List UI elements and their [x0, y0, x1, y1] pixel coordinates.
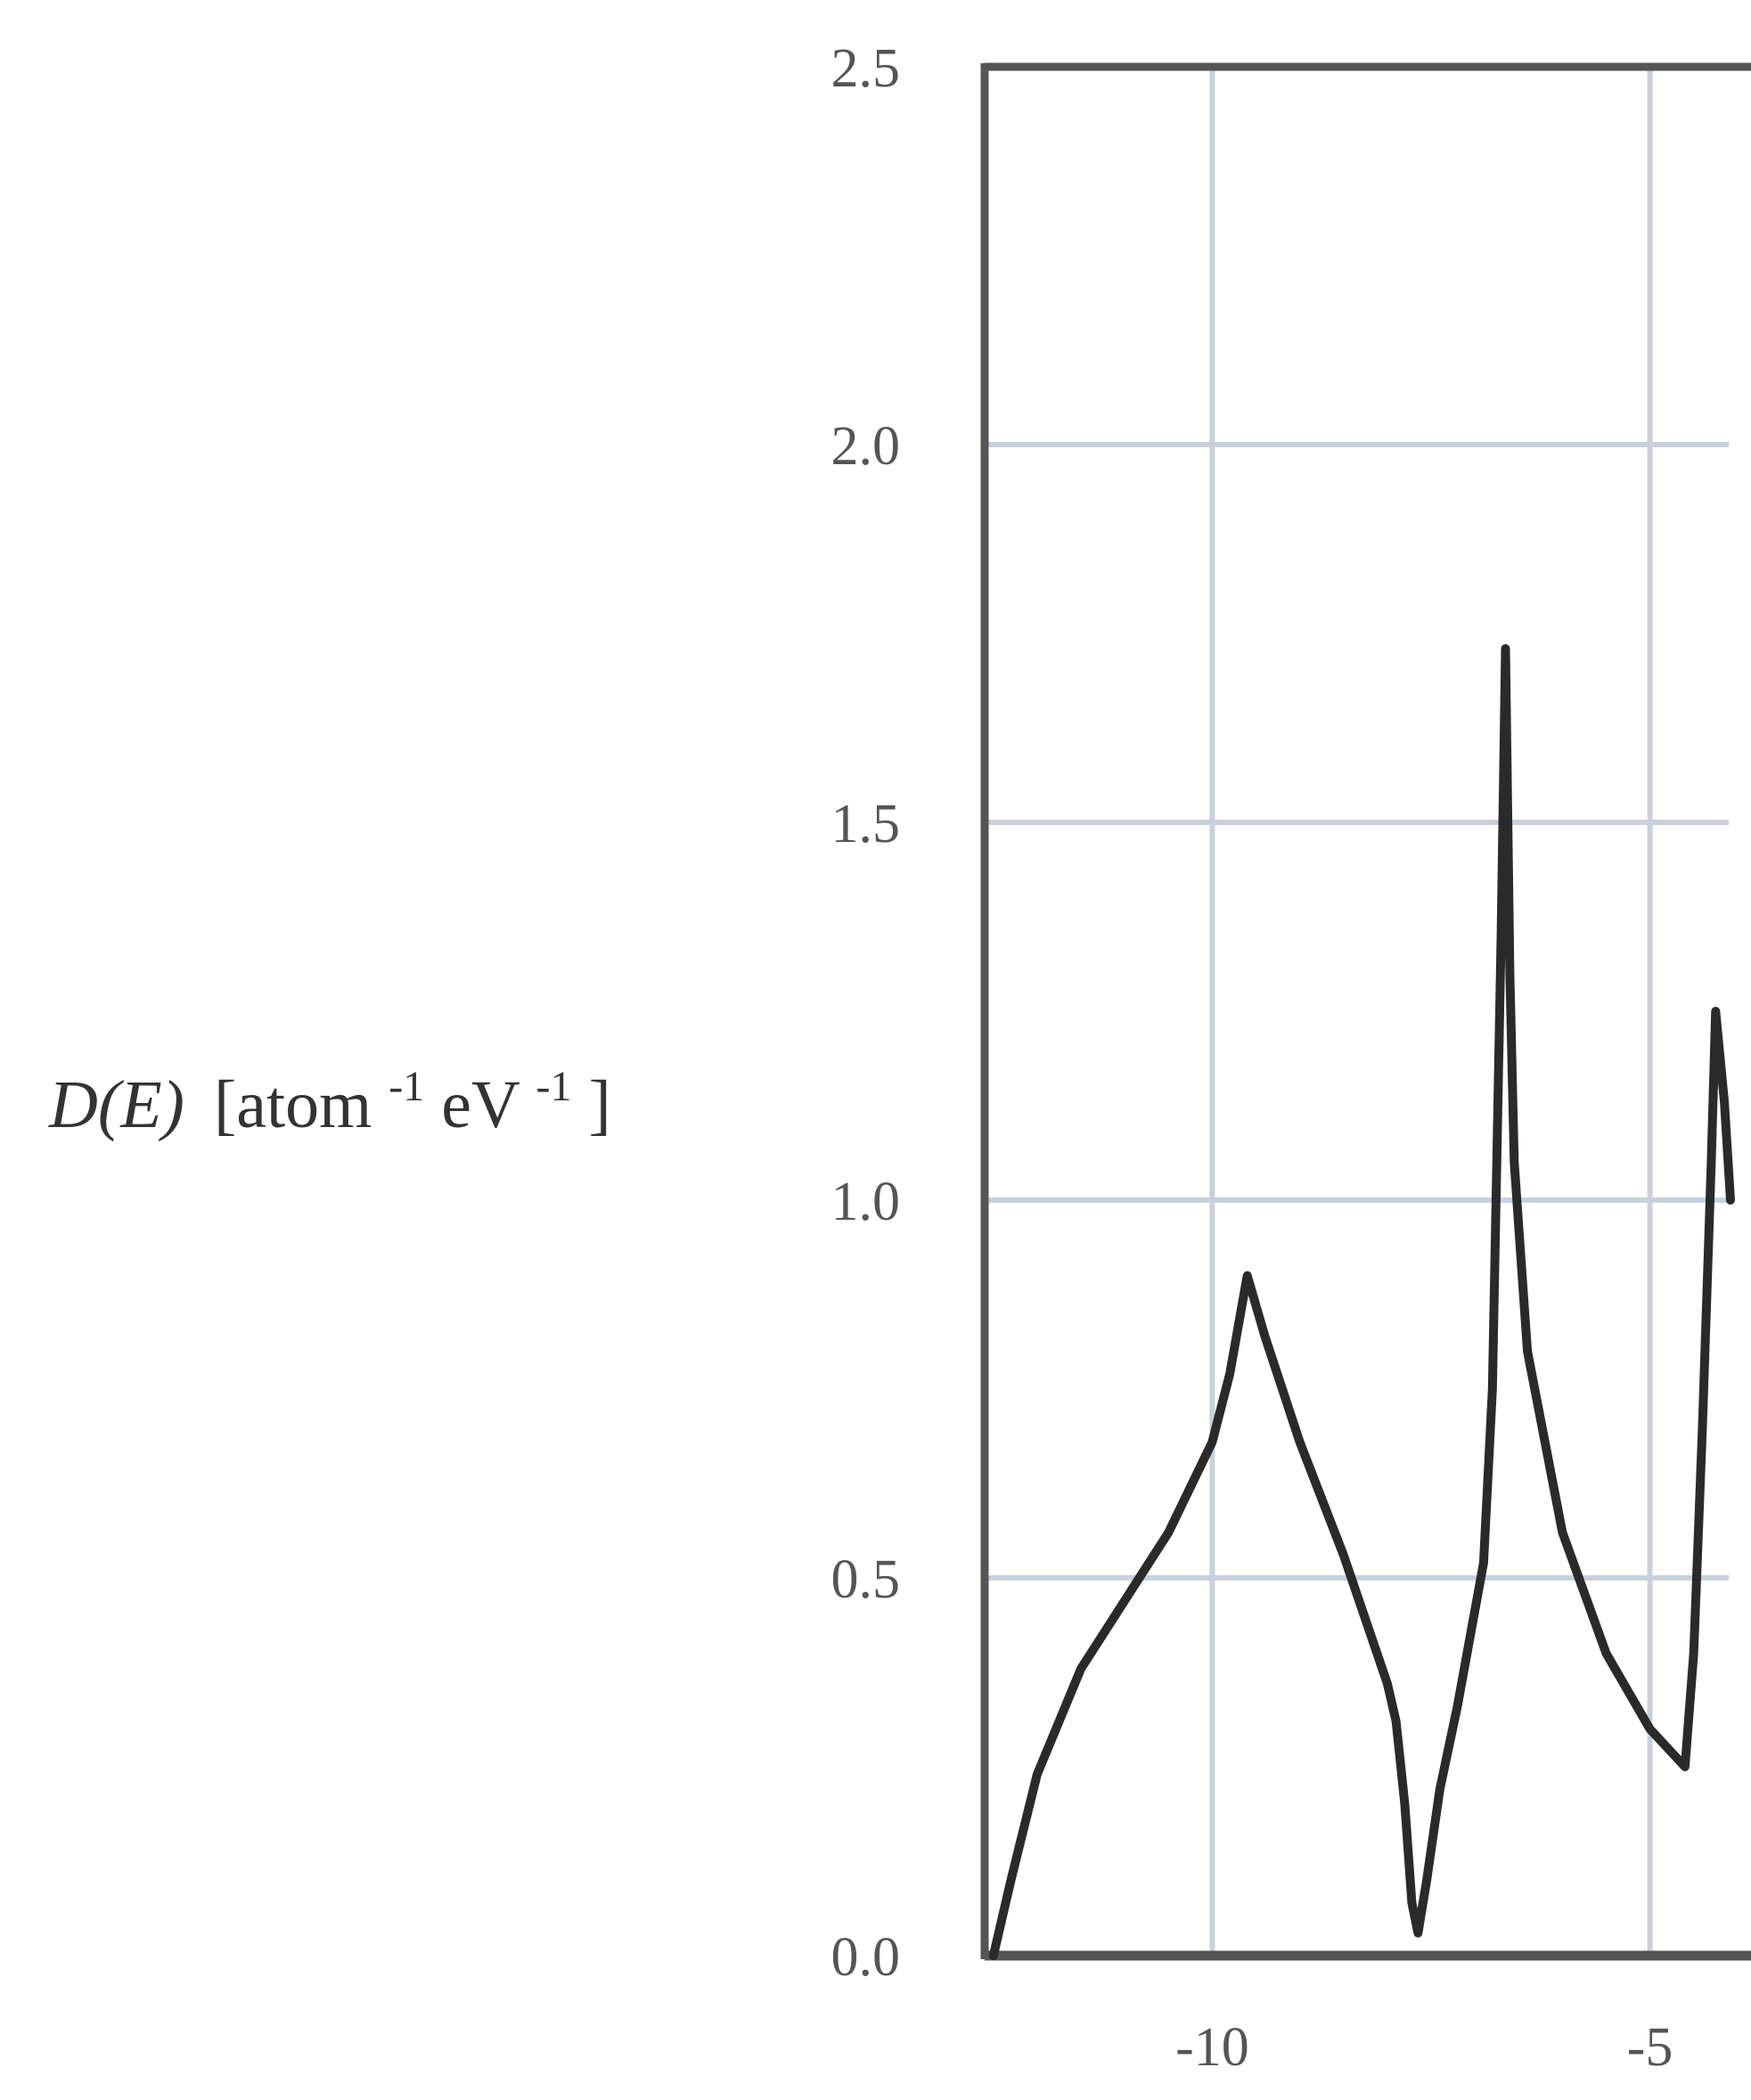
y-axis-label-sup2: -1: [536, 1063, 571, 1110]
x-tick-labels: -10 -5: [1175, 2017, 1673, 2078]
y-axis-label-func: D(E): [48, 1067, 184, 1142]
y-axis-label-unit-open: [atom: [214, 1067, 372, 1142]
y-axis-label: D(E) [atom -1 eV -1 ]: [48, 1041, 611, 1142]
y-tick-label: 1.0: [831, 1172, 901, 1232]
dos-series-line: [988, 644, 1735, 1960]
y-tick-label: 2.0: [831, 416, 901, 477]
y-axis-label-sup1: -1: [389, 1063, 424, 1110]
y-tick-label: 0.5: [831, 1549, 901, 1610]
y-axis-label-unit-mid: eV: [441, 1067, 520, 1142]
y-tick-label: 2.5: [831, 38, 901, 99]
y-tick-label: 0.0: [831, 1927, 901, 1988]
y-tick-label: 1.5: [831, 794, 901, 854]
x-tick-label: -10: [1175, 2017, 1249, 2078]
grid-lines: [985, 67, 1729, 1956]
x-tick-label: -5: [1627, 2017, 1673, 2078]
y-axis-label-unit-close: ]: [588, 1067, 610, 1142]
y-tick-labels: 0.0 0.5 1.0 1.5 2.0 2.5: [831, 38, 901, 1988]
series-group: [988, 644, 1735, 1960]
plot-frame: [980, 62, 1751, 1961]
